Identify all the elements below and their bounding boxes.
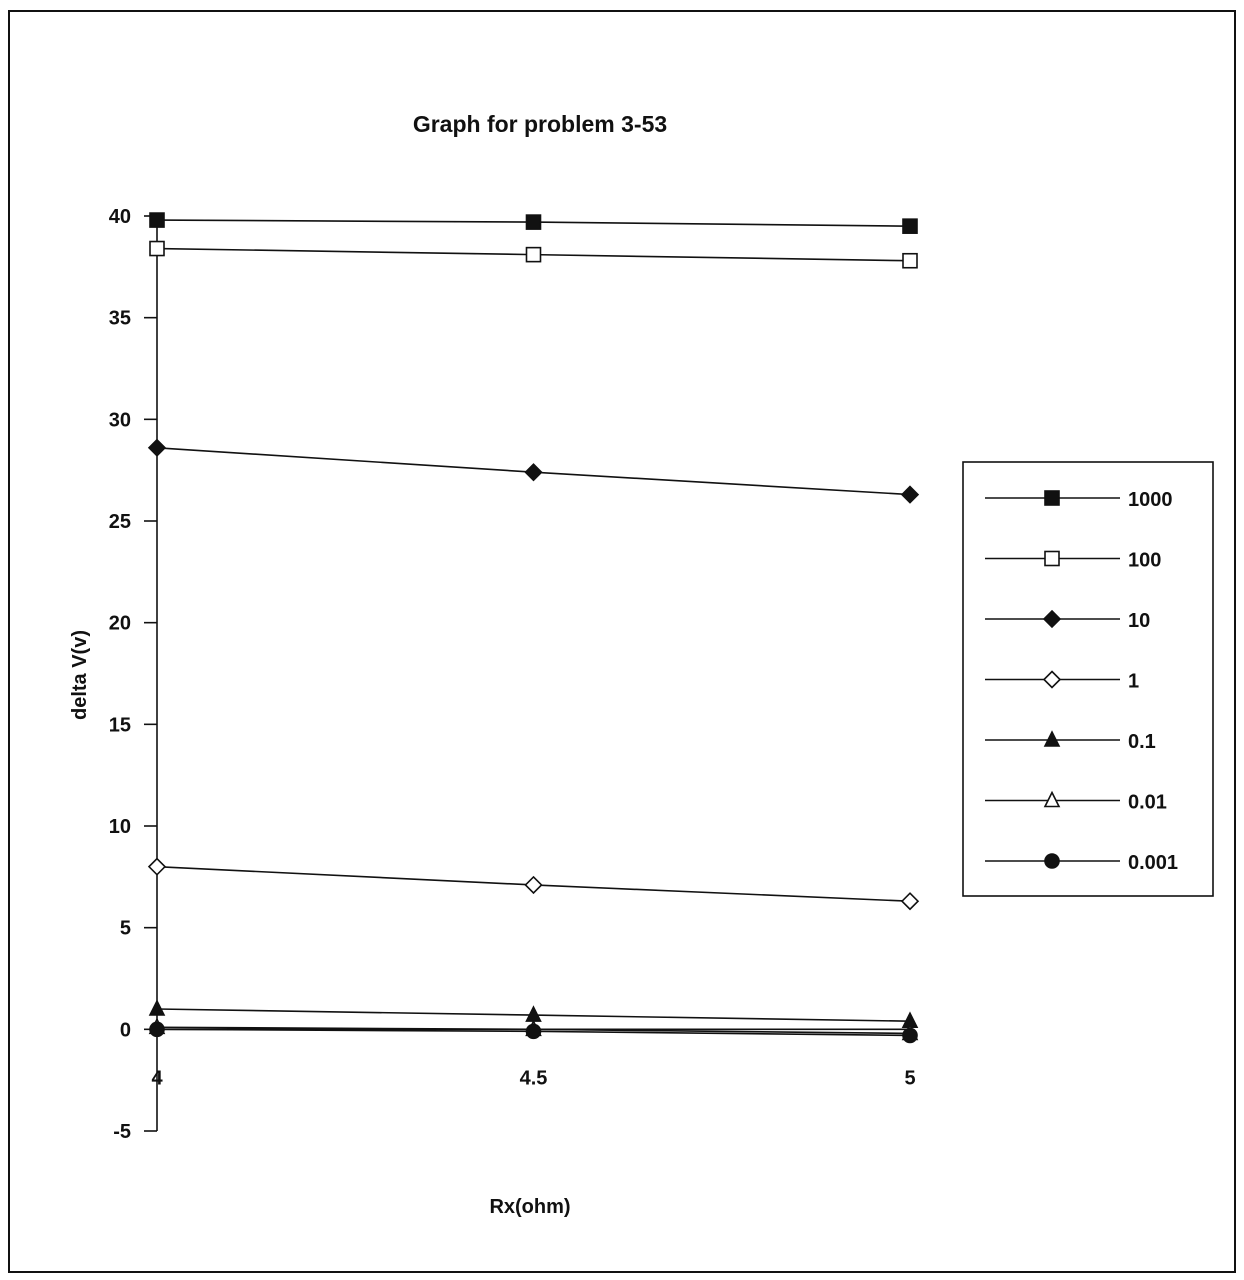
y-tick-label: 40 [109, 206, 131, 228]
x-tick-label: 4.5 [520, 1067, 548, 1089]
legend-label: 0.01 [1128, 792, 1167, 814]
y-tick-label: 20 [109, 613, 131, 635]
y-tick-label: 25 [109, 511, 131, 533]
plot-area: -5 0 5 10 15 20 25 30 35 40 4 4.5 5 [109, 206, 920, 1143]
series-1000 [149, 212, 918, 234]
y-axis-label: delta V(v) [69, 630, 91, 720]
series-0.001 [149, 1021, 918, 1044]
legend-label: 1000 [1128, 489, 1173, 511]
data-point [900, 485, 920, 504]
legend-marker [1044, 853, 1060, 869]
legend-item: 1000 [985, 489, 1173, 511]
legend-item: 10 [985, 609, 1150, 632]
legend-item: 0.1 [985, 730, 1156, 753]
y-tick-label: 10 [109, 816, 131, 838]
data-point [525, 1005, 542, 1022]
series-10 [147, 438, 920, 504]
y-tick-label: 15 [109, 714, 131, 736]
data-point [525, 214, 542, 230]
data-point [525, 246, 542, 263]
data-point [902, 252, 918, 269]
series-1 [147, 857, 920, 911]
legend-marker [1043, 790, 1061, 808]
data-point [524, 463, 543, 482]
legend-label: 10 [1128, 610, 1150, 632]
legend-marker [1042, 670, 1062, 689]
data-point [147, 857, 167, 876]
series-0.1 [148, 999, 919, 1028]
legend-item: 1 [985, 670, 1139, 693]
legend-label: 100 [1128, 550, 1161, 572]
data-point [149, 1021, 165, 1038]
x-tick-label: 5 [904, 1067, 915, 1089]
legend-label: 0.001 [1128, 852, 1178, 874]
y-tick-label: 5 [120, 918, 131, 940]
y-tick-label: 30 [109, 409, 131, 431]
data-point [148, 999, 166, 1016]
data-point [524, 875, 543, 895]
data-point [147, 438, 167, 457]
legend-item: 0.001 [985, 852, 1178, 874]
legend-marker [1042, 609, 1062, 629]
legend-item: 100 [985, 550, 1161, 572]
y-tick-label: 35 [109, 308, 131, 330]
legend-label: 0.1 [1128, 731, 1156, 753]
data-point [900, 892, 920, 911]
series-100 [149, 240, 918, 269]
data-point [149, 240, 165, 257]
y-tick-label: 0 [120, 1019, 131, 1041]
legend-item: 0.01 [985, 790, 1167, 814]
x-tick-label: 4 [151, 1067, 163, 1089]
data-point [902, 1027, 918, 1044]
legend-marker [1044, 550, 1060, 567]
y-tick-label: -5 [113, 1121, 131, 1143]
data-point [149, 212, 165, 228]
legend-label: 1 [1128, 671, 1139, 693]
legend-marker [1044, 490, 1060, 506]
x-axis-label: Rx(ohm) [489, 1196, 570, 1218]
data-point [902, 218, 918, 234]
legend: 1000 100 10 1 0.1 0.01 0.001 [962, 461, 1214, 897]
data-point [525, 1023, 542, 1040]
legend-marker [1043, 730, 1061, 747]
chart-title: Graph for problem 3-53 [413, 111, 667, 137]
